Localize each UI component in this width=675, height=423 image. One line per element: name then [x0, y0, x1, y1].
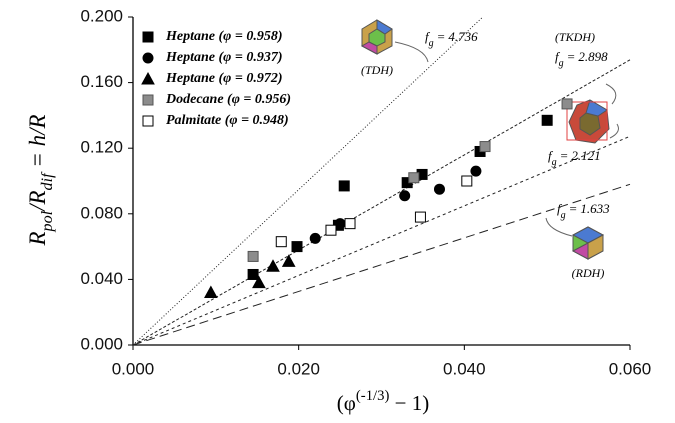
legend-marker — [142, 31, 154, 43]
y-tick-label: 0.200 — [80, 6, 123, 25]
legend-label: Palmitate (φ = 0.948) — [166, 113, 289, 128]
x-tick-label: 0.020 — [277, 359, 320, 378]
point — [204, 285, 218, 299]
equals: = — [569, 201, 578, 216]
point — [281, 254, 296, 267]
point — [414, 211, 426, 223]
arrow — [609, 123, 619, 139]
annotation: (TKDH) — [555, 30, 595, 44]
label-part: pol — [39, 210, 56, 232]
point — [433, 183, 445, 195]
legend-marker — [141, 71, 155, 85]
point — [275, 236, 287, 248]
y-tick-label: 0.040 — [80, 269, 123, 288]
point — [247, 250, 259, 262]
point — [247, 268, 259, 280]
label-part: = h/R — [25, 114, 50, 173]
label-part: dif — [39, 171, 56, 191]
arrows — [394, 41, 619, 237]
point — [252, 275, 266, 289]
y-tick-label: 0.120 — [80, 138, 123, 157]
reference-label: fg = 4.736 — [425, 29, 478, 49]
label-part: (φ — [337, 391, 356, 415]
reference-line — [132, 16, 484, 346]
equals: = — [560, 148, 569, 163]
y-tick-label: 0.000 — [80, 334, 123, 353]
point — [291, 241, 303, 253]
point — [338, 180, 350, 192]
legend-marker — [142, 94, 154, 106]
legend-label: Dodecane (φ = 0.956) — [165, 92, 291, 107]
point — [408, 172, 420, 184]
legend-marker — [142, 52, 154, 64]
reference-label: fg = 2.121 — [548, 148, 601, 168]
reference-label: fg = 2.898 — [555, 49, 608, 69]
point — [266, 259, 280, 272]
label-part: R — [25, 231, 50, 246]
annotation: (TDH) — [361, 63, 393, 77]
x-axis-label: (φ(-1/3) − 1) — [337, 388, 429, 414]
point — [309, 232, 321, 244]
symbol: f — [555, 49, 561, 64]
arrow — [394, 41, 429, 63]
point — [461, 175, 473, 187]
rdh-icon — [571, 226, 605, 260]
legend-label: Heptane (φ = 0.937) — [165, 50, 282, 65]
x-tick-label: 0.060 — [609, 359, 652, 378]
label-part: − 1) — [389, 391, 429, 415]
label-part: /R — [25, 190, 50, 212]
point — [334, 218, 346, 230]
point — [561, 98, 573, 110]
legend-marker — [142, 115, 154, 127]
reference-label: fg = 1.633 — [557, 201, 610, 221]
annotation: (RDH) — [572, 266, 605, 280]
legend-label: Heptane (φ = 0.958) — [165, 29, 282, 44]
slope: 4.736 — [448, 29, 478, 44]
symbol: f — [548, 148, 554, 163]
point — [399, 190, 411, 202]
subscript: g — [561, 210, 566, 221]
tkdh-icon — [566, 99, 610, 144]
y-tick-label: 0.080 — [80, 203, 123, 222]
equals: = — [567, 49, 576, 64]
y-tick-label: 0.160 — [80, 72, 123, 91]
slope: 2.121 — [571, 148, 600, 163]
symbol: f — [425, 29, 431, 44]
point — [325, 224, 337, 236]
legend-label: Heptane (φ = 0.972) — [165, 71, 282, 86]
symbol: f — [557, 201, 563, 216]
equals: = — [437, 29, 446, 44]
point — [470, 165, 482, 177]
tdh-icon — [360, 19, 393, 55]
slope: 2.898 — [578, 49, 608, 64]
subscript: g — [429, 38, 434, 49]
y-axis-label: Rpol/Rdif = h/R — [25, 114, 56, 246]
point — [541, 114, 553, 126]
subscript: g — [552, 157, 557, 168]
point — [479, 141, 491, 153]
point — [344, 218, 356, 230]
slope: 1.633 — [580, 201, 610, 216]
x-tick-label: 0.000 — [112, 359, 155, 378]
reference-line — [132, 183, 631, 346]
arrow — [545, 217, 573, 237]
x-tick-label: 0.040 — [443, 359, 486, 378]
arrow — [605, 83, 617, 105]
subscript: g — [559, 58, 564, 69]
label-part: (-1/3) — [356, 388, 390, 404]
